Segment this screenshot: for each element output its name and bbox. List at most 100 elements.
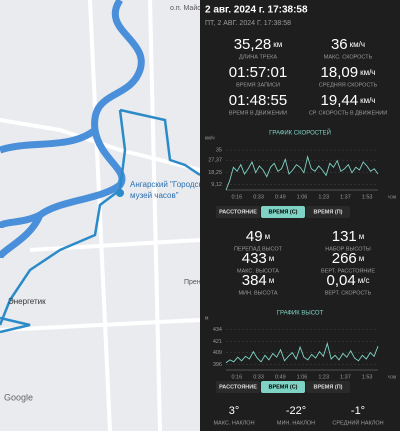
y-tick-label: 396 [213,362,222,368]
y-tick-label: 9,12 [211,182,222,188]
stat-number: 35,28 [234,36,272,53]
stat-value: 18,09 км/ч [321,64,376,81]
x-tick-label: 0:16 [231,374,242,380]
stat-unit: км/ч [360,68,375,77]
stat-value: 35,28 км [234,36,283,53]
stat-unit: м [269,276,275,285]
x-tick-label: 1:06 [297,194,308,200]
stat-unit: км/ч [350,40,365,49]
x-tick-label: 1:23 [318,194,329,200]
subtitle: ПТ, 2 АВГ. 2024 Г. 17:38:58 [205,20,291,27]
y-tick-label: 421 [213,339,222,345]
tab-label: РАССТОЯНИЕ [219,209,257,215]
chart-title: ГРАФИК ВЫСОТ [277,311,324,317]
stat-label: ВЕРТ. СКОРОСТЬ [325,290,372,296]
y-tick-label: 27,37 [208,158,222,164]
x-tick-label: 1:53 [362,194,373,200]
stat-value: 01:57:01 [229,64,287,81]
slope-value: -22° [286,405,306,417]
stat-unit: км/ч [360,96,375,105]
roads [0,0,201,431]
river [0,0,145,260]
line [225,154,379,191]
track [0,108,201,334]
y-tick-label: 434 [213,327,222,333]
y-unit: м [205,315,209,321]
stat-number: 49 [246,228,263,245]
stat-label: СР. СКОРОСТЬ В ДВИЖЕНИИ [309,110,387,116]
stat-label: ВРЕМЯ ЗАПИСИ [236,82,280,88]
stat-unit: м [269,254,275,263]
tab-button[interactable] [306,381,350,393]
stat-number: 01:48:55 [229,92,287,109]
x-tick-label: 1:37 [340,194,351,200]
x-tick-label: 1:06 [297,374,308,380]
tab-label: ВРЕМЯ (С) [268,384,297,390]
slope-value: -1° [351,405,365,417]
stat-value: 01:48:55 [229,92,287,109]
stat-label: ПЕРЕПАД ВЫСОТ [234,246,283,252]
slope-label: МИН. НАКЛОН [277,420,315,426]
map-label: Энергетик [8,297,46,306]
stat-label: СРЕДНЯЯ СКОРОСТЬ [319,82,378,88]
title: 2 авг. 2024 г. 17:38:58 [205,5,308,16]
stat-label: ДЛИНА ТРЕКА [239,54,277,60]
tab-button[interactable] [216,381,260,393]
slope-value: 3° [229,405,240,417]
x-tick-label: 0:16 [231,194,242,200]
stat-value: 0,04 м/с [327,272,370,289]
slope-label: МАКС. НАКЛОН [213,420,254,426]
stat-label: МАКС. ВЫСОТА [237,268,279,274]
map-label: музей часов" [130,191,179,200]
stat-number: 384 [242,272,267,289]
stat-number: 0,04 [327,272,356,289]
y-tick-label: 35 [216,147,222,153]
stat-label: МИН. ВЫСОТА [238,290,277,296]
x-tick-label: 1:23 [318,374,329,380]
stat-number: 131 [332,228,357,245]
stat-value: 433 м [242,250,275,267]
line [225,341,379,364]
stat-number: 01:57:01 [229,64,287,81]
x-tick-label: 0:49 [275,374,286,380]
y-tick-label: 18,25 [208,170,222,176]
stat-value: 19,44 км/ч [321,92,376,109]
map-label: Прен [184,279,201,286]
stat-number: 18,09 [321,64,359,81]
stat-value: 36 км/ч [331,36,365,53]
stat-number: 19,44 [321,92,359,109]
slope-label: СРЕДНИЙ НАКЛОН [332,418,383,426]
stat-value: 49 м [246,228,270,245]
x-tick-label: 1:37 [340,374,351,380]
tab-button[interactable] [216,206,260,218]
map-label: о.п. Майс [170,4,201,12]
stat-number: 433 [242,250,267,267]
x-unit: ч:м [388,194,396,200]
x-tick-label: 0:49 [275,194,286,200]
y-tick-label: 409 [213,350,222,356]
tab-label: РАССТОЯНИЕ [219,384,257,390]
stat-label: МАКС. СКОРОСТЬ [324,54,373,60]
chart-title: ГРАФИК СКОРОСТЕЙ [269,129,331,137]
x-tick-label: 0:33 [253,194,264,200]
x-tick-label: 1:53 [362,374,373,380]
map-label: Ангарский "Городской [130,180,211,189]
stat-unit: км [273,40,282,49]
stat-unit: м [359,232,365,241]
stat-unit: м/с [358,276,370,285]
stat-value: 384 м [242,272,275,289]
tab-button[interactable] [261,206,305,218]
stat-unit: м [359,254,365,263]
x-unit: ч:м [388,374,396,380]
tab-label: ВРЕМЯ (П) [314,209,343,215]
stat-number: 266 [332,250,357,267]
tab-button[interactable] [306,206,350,218]
poi[interactable] [116,189,124,197]
stat-label: ВРЕМЯ В ДВИЖЕНИИ [229,110,287,116]
stat-value: 266 м [332,250,365,267]
stat-label: НАБОР ВЫСОТЫ [325,246,371,252]
map[interactable]: о.п. Майс Ангарский "Городской музей час… [0,0,211,431]
stat-value: 131 м [332,228,365,245]
tab-button[interactable] [261,381,305,393]
